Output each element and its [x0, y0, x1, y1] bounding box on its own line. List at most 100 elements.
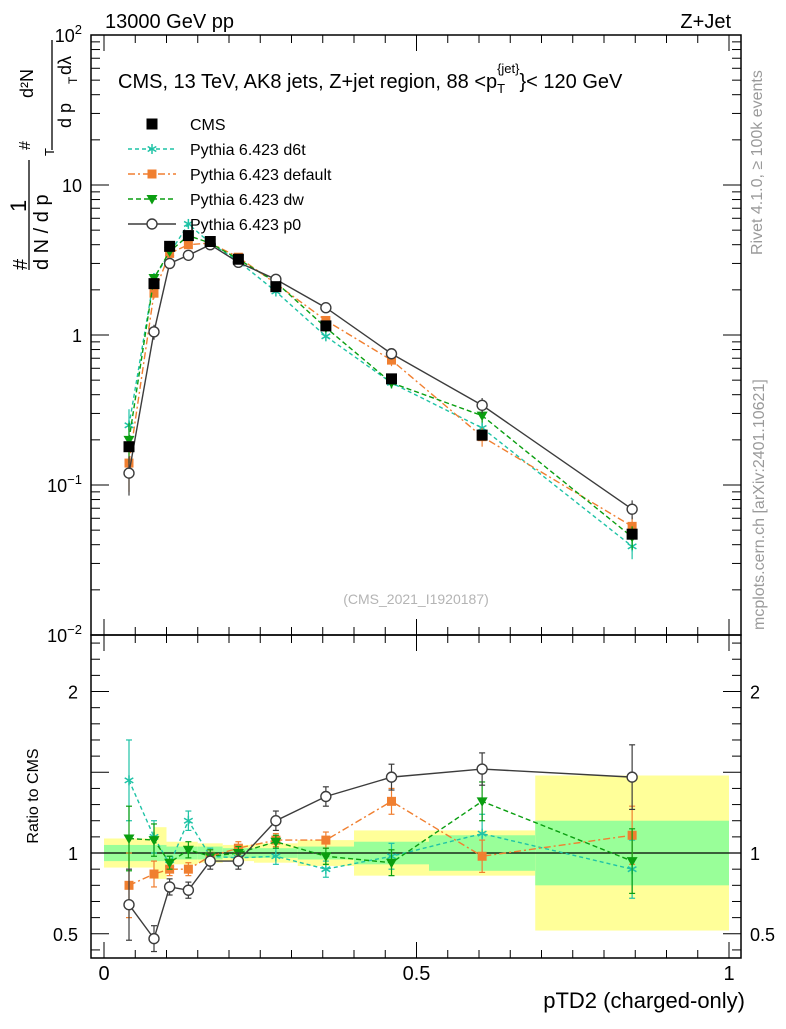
main-point-d6t — [183, 218, 194, 229]
header-left: 13000 GeV pp — [105, 11, 234, 33]
ratio-point-p0 — [320, 790, 332, 803]
rivet-label: Rivet 4.1.0, ≥ 100k events — [749, 70, 766, 255]
x-tick-label: 0 — [98, 963, 109, 985]
ratio-point-d6t — [124, 775, 134, 786]
ratio-point-d6t — [477, 828, 487, 839]
main-point-p0 — [476, 399, 488, 411]
main-point-cms — [320, 320, 332, 332]
ratio-point-default — [477, 851, 487, 861]
ratio-line-dw — [128, 800, 633, 864]
main-point-default — [183, 240, 193, 250]
main-point-cms — [270, 281, 282, 293]
ratio-point-dw — [270, 837, 282, 848]
ratio-point-default — [321, 835, 331, 845]
ratio-point-d6t — [271, 851, 281, 862]
ylabel-t2: T — [66, 76, 80, 84]
ratio-point-d6t — [321, 864, 331, 875]
main-point-cms — [164, 240, 176, 252]
main-point-dw — [123, 435, 135, 446]
main-point-cms — [626, 528, 638, 540]
header-right: Z+Jet — [680, 11, 731, 33]
legend-marker-p0 — [146, 218, 158, 230]
ylabel-one: 1 — [6, 200, 31, 212]
ratio-point-default — [387, 796, 396, 806]
watermark: (CMS_2021_I1920187) — [343, 591, 489, 607]
ratio-ytick-label-right: 2 — [750, 683, 760, 703]
ratio-point-dw — [386, 858, 397, 869]
ratio-point-p0 — [385, 771, 398, 783]
x-tick-label: 1 — [723, 963, 734, 985]
ratio-point-p0 — [182, 884, 195, 896]
main-point-p0 — [626, 503, 638, 515]
ratio-point-dw — [148, 836, 160, 846]
ratio-point-p0 — [163, 881, 176, 893]
ratio-point-p0 — [476, 763, 488, 775]
main-point-cms — [386, 373, 397, 385]
ratio-point-default — [183, 864, 193, 874]
main-point-default — [149, 288, 159, 298]
legend-label-dw: Pythia 6.423 dw — [190, 192, 304, 209]
main-panel: 102 10 1 10−1 10−2 — [47, 22, 742, 646]
main-marks — [123, 218, 638, 560]
ylabel-hash-2: # — [17, 141, 34, 150]
ylabel-dn: d N / d p — [31, 194, 53, 270]
ylabel-d2n: d²N — [17, 69, 37, 98]
ratio-point-p0 — [148, 932, 160, 945]
ratio-point-p0 — [204, 855, 216, 867]
main-point-cms — [232, 253, 244, 265]
legend-label-d6t: Pythia 6.423 d6t — [190, 142, 306, 159]
main-point-default — [387, 355, 396, 365]
legend-label-cms: CMS — [190, 117, 226, 134]
ratio-panel: 2 2 1 1 0.5 0.5 — [53, 634, 775, 959]
main-point-cms — [204, 236, 216, 248]
main-point-cms — [476, 429, 488, 441]
ratio-point-dw — [476, 797, 488, 807]
x-axis: 0 0.5 1 — [98, 35, 735, 985]
ylabel-dl: dλ — [55, 56, 75, 75]
legend-marker-d6t — [147, 144, 157, 154]
ratio-point-default — [149, 869, 159, 879]
main-ytick-label: 10−1 — [47, 472, 82, 496]
ratio-marks — [123, 739, 638, 953]
main-point-p0 — [148, 326, 160, 338]
legend-label-default: Pythia 6.423 default — [190, 167, 332, 184]
main-point-cms — [182, 230, 194, 242]
legend-marker-default — [147, 169, 157, 179]
main-point-cms — [123, 441, 135, 453]
ratio-ytick-label-right: 1 — [750, 844, 760, 864]
legend-marker-cms — [146, 118, 158, 130]
ratio-line-default — [128, 800, 633, 886]
ratio-point-dw — [182, 845, 194, 856]
ratio-point-p0 — [270, 815, 282, 827]
ratio-point-p0 — [626, 771, 638, 783]
legend: CMS Pythia 6.423 d6t Pythia 6.423 default P… — [128, 117, 332, 234]
ratio-point-p0 — [123, 899, 135, 911]
main-point-p0 — [163, 257, 176, 270]
main-point-cms — [148, 278, 160, 290]
main-point-p0 — [182, 249, 195, 261]
ratio-point-dw — [123, 834, 135, 844]
ylabel-dpt: d p — [55, 103, 75, 128]
main-ticks: 102 10 1 10−1 10−2 — [47, 22, 741, 646]
ratio-point-d6t — [183, 815, 194, 826]
main-ytick-label: 1 — [72, 326, 82, 346]
ratio-ytick-label: 2 — [68, 683, 78, 703]
legend-marker-dw — [146, 195, 158, 205]
main-title: CMS, 13 TeV, AK8 jets, Z+jet region, 88 … — [118, 61, 623, 96]
ratio-ytick-label: 1 — [68, 844, 78, 864]
ratio-point-dw — [626, 857, 638, 867]
legend-label-p0: Pythia 6.423 p0 — [190, 217, 301, 234]
ylabel-t1: T — [42, 148, 57, 156]
main-point-p0 — [385, 348, 398, 360]
ratio-ytick-label: 0.5 — [53, 925, 78, 945]
main-point-p0 — [123, 467, 135, 479]
main-ytick-label: 10−2 — [47, 622, 82, 646]
main-ytick-label: 10 — [62, 176, 82, 196]
ratio-point-p0 — [232, 855, 245, 867]
ratio-point-dw — [320, 852, 332, 862]
x-tick-label: 0.5 — [403, 963, 431, 985]
ylabel-hash-1: # — [10, 258, 32, 270]
ratio-ylabel: Ratio to CMS — [25, 748, 42, 843]
main-ylabel: # 1 d N / d p T # d²N d p T dλ — [6, 40, 80, 270]
